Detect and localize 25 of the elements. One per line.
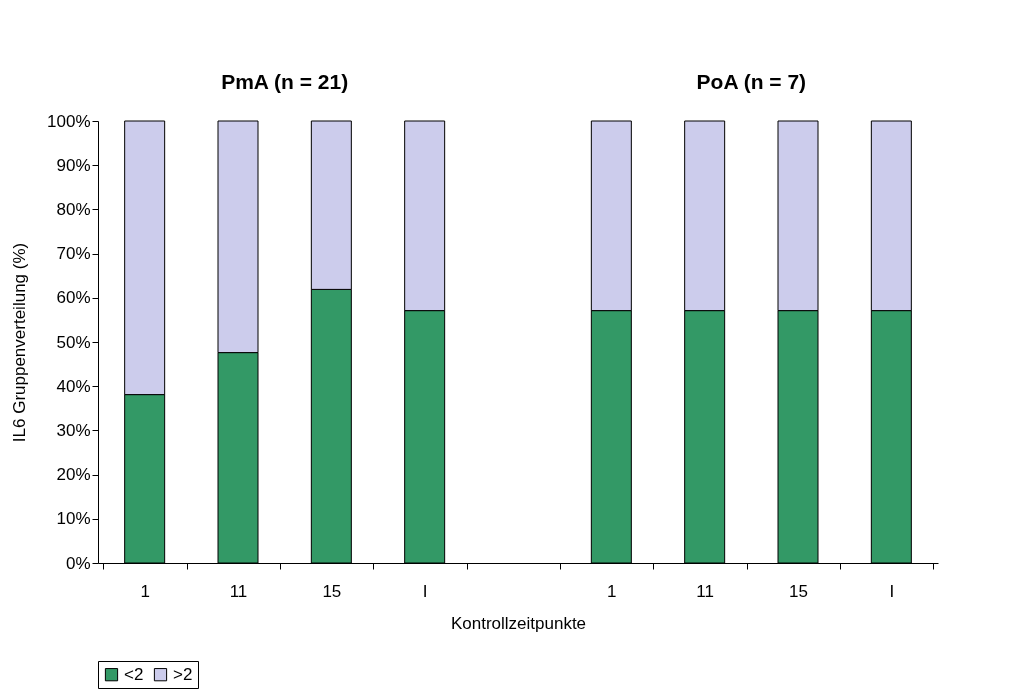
x-tick-label: 11	[229, 581, 248, 601]
y-tick-label: 90%	[56, 155, 91, 175]
y-tick-label: 40%	[56, 376, 91, 396]
y-tick-label: 0%	[65, 553, 91, 573]
x-tick-label: 11	[696, 581, 714, 601]
x-tick-label: 15	[322, 581, 342, 601]
x-tick-label: I	[889, 581, 895, 601]
x-tick-label: 1	[140, 581, 150, 601]
y-tick-label: 20%	[56, 465, 91, 485]
y-tick-label: 80%	[56, 199, 91, 219]
y-axis-title: IL6 Gruppenverteilung (%)	[10, 242, 30, 443]
legend-label: <2	[124, 664, 144, 684]
text: PmA (n = 21)	[221, 70, 349, 93]
x-tick-label: I	[422, 581, 428, 601]
x-tick-label: 15	[789, 581, 808, 601]
x-axis-title: Kontrollzeitpunkte	[450, 613, 587, 633]
y-tick-label: 100%	[47, 111, 91, 131]
text: PoA (n = 7)	[696, 70, 807, 93]
y-tick-label: 10%	[56, 509, 91, 529]
y-tick-label: 70%	[56, 244, 91, 264]
x-tick-label: 1	[607, 581, 617, 601]
legend-label: >2	[173, 664, 193, 684]
y-tick-label: 50%	[56, 332, 91, 352]
y-tick-label: 30%	[56, 420, 91, 440]
y-tick-label: 60%	[56, 288, 91, 308]
